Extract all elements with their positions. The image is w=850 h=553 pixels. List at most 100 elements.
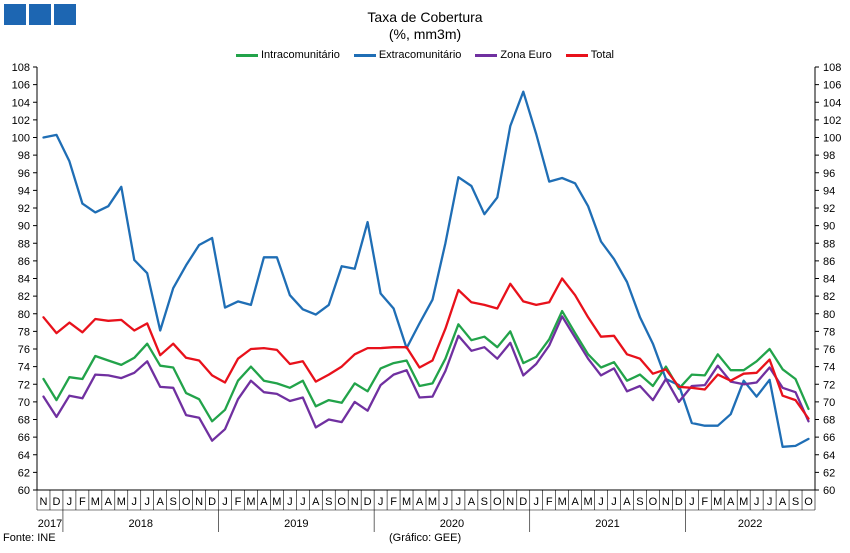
- x-tick-label-month: F: [79, 496, 86, 508]
- y-tick-label-left: 100: [12, 133, 30, 145]
- x-tick-label-month: J: [378, 496, 384, 508]
- y-tick-label-right: 96: [823, 168, 835, 180]
- x-tick-label-month: J: [754, 496, 760, 508]
- x-tick-label-month: M: [428, 496, 437, 508]
- y-tick-label-left: 84: [18, 274, 30, 286]
- series-line-total: [42, 277, 810, 420]
- y-tick-label-left: 104: [12, 97, 30, 109]
- legend-item-zona-euro: Zona Euro: [475, 49, 552, 61]
- series-line-zona-euro: [42, 315, 810, 442]
- x-tick-label-month: F: [546, 496, 553, 508]
- y-tick-label-left: 64: [18, 450, 30, 462]
- x-tick-label-month: N: [40, 496, 48, 508]
- legend-label: Intracomunitário: [260, 49, 340, 61]
- x-tick-label-month: D: [208, 496, 216, 508]
- y-tick-label-right: 90: [823, 221, 835, 233]
- x-tick-label-month: J: [67, 496, 73, 508]
- y-tick-label-left: 96: [18, 168, 30, 180]
- x-tick-label-year: 2017: [38, 518, 62, 530]
- x-tick-label-month: S: [636, 496, 643, 508]
- y-tick-label-left: 106: [12, 80, 30, 92]
- y-tick-label-right: 78: [823, 326, 835, 338]
- x-tick-label-month: A: [623, 496, 631, 508]
- x-tick-label-month: J: [456, 496, 462, 508]
- x-tick-label-month: O: [493, 496, 502, 508]
- logo-square: [4, 4, 26, 25]
- x-tick-label-month: N: [506, 496, 514, 508]
- x-tick-label-month: J: [598, 496, 604, 508]
- y-tick-label-right: 84: [823, 274, 835, 286]
- y-tick-label-right: 92: [823, 203, 835, 215]
- y-tick-label-right: 106: [823, 80, 841, 92]
- y-tick-label-left: 88: [18, 238, 30, 250]
- y-tick-label-right: 62: [823, 467, 835, 479]
- y-tick-label-right: 64: [823, 450, 835, 462]
- x-tick-label-month: J: [611, 496, 617, 508]
- logo-square: [29, 4, 51, 25]
- y-tick-label-right: 66: [823, 432, 835, 444]
- y-tick-label-right: 70: [823, 397, 835, 409]
- x-tick-label-month: S: [481, 496, 488, 508]
- x-tick-label-year: 2020: [440, 518, 464, 530]
- legend-item-intracomunitario: Intracomunitário: [235, 49, 340, 61]
- x-tick-label-month: M: [558, 496, 567, 508]
- series-line-intracomunit-rio: [42, 309, 810, 423]
- x-tick-label-month: J: [222, 496, 228, 508]
- x-tick-label-month: J: [132, 496, 138, 508]
- x-tick-label-month: O: [804, 496, 813, 508]
- y-tick-label-right: 82: [823, 291, 835, 303]
- x-tick-label-month: A: [312, 496, 320, 508]
- y-tick-label-right: 76: [823, 344, 835, 356]
- x-tick-label-month: A: [727, 496, 735, 508]
- source-note: Fonte: INE: [3, 532, 56, 544]
- y-tick-label-left: 60: [18, 485, 30, 497]
- x-tick-label-month: J: [144, 496, 150, 508]
- x-tick-label-month: D: [364, 496, 372, 508]
- x-tick-label-month: A: [157, 496, 165, 508]
- y-tick-label-right: 86: [823, 256, 835, 268]
- legend-label: Extracomunitário: [378, 49, 462, 61]
- logo-square: [54, 4, 76, 25]
- x-tick-label-month: M: [402, 496, 411, 508]
- x-tick-label-month: A: [571, 496, 579, 508]
- chart-credit: (Gráfico: GEE): [389, 532, 462, 544]
- legend-label: Total: [590, 49, 615, 61]
- y-tick-label-right: 88: [823, 238, 835, 250]
- x-tick-label-month: A: [779, 496, 787, 508]
- y-tick-label-left: 66: [18, 432, 30, 444]
- y-tick-label-left: 82: [18, 291, 30, 303]
- y-tick-label-left: 94: [18, 185, 30, 197]
- y-tick-label-right: 60: [823, 485, 835, 497]
- series-line-extracomunit-rio: [42, 90, 810, 448]
- y-tick-label-left: 92: [18, 203, 30, 215]
- x-tick-label-month: M: [739, 496, 748, 508]
- x-tick-label-year: 2018: [128, 518, 152, 530]
- chart-title: Taxa de Cobertura: [367, 9, 483, 25]
- y-tick-label-left: 68: [18, 415, 30, 427]
- y-tick-label-right: 108: [823, 62, 841, 74]
- x-tick-label-month: O: [182, 496, 191, 508]
- x-tick-label-month: O: [337, 496, 346, 508]
- y-tick-label-right: 94: [823, 185, 835, 197]
- y-tick-label-left: 72: [18, 379, 30, 391]
- legend-swatch: [235, 53, 258, 57]
- y-tick-label-right: 98: [823, 150, 835, 162]
- chart-subtitle: (%, mm3m): [388, 26, 462, 42]
- x-tick-label-month: M: [272, 496, 281, 508]
- x-tick-label-year: 2019: [284, 518, 308, 530]
- x-tick-label-month: N: [662, 496, 670, 508]
- y-tick-label-left: 90: [18, 221, 30, 233]
- legend-swatch: [353, 53, 376, 57]
- x-tick-label-year: 2022: [738, 518, 762, 530]
- y-tick-label-left: 86: [18, 256, 30, 268]
- x-tick-label-month: M: [91, 496, 100, 508]
- y-tick-label-left: 62: [18, 467, 30, 479]
- x-tick-label-month: D: [519, 496, 527, 508]
- x-tick-label-month: A: [105, 496, 113, 508]
- x-tick-label-month: S: [169, 496, 176, 508]
- x-tick-label-month: S: [325, 496, 332, 508]
- y-tick-label-right: 74: [823, 362, 835, 374]
- y-tick-label-left: 108: [12, 62, 30, 74]
- legend-swatch: [565, 53, 588, 57]
